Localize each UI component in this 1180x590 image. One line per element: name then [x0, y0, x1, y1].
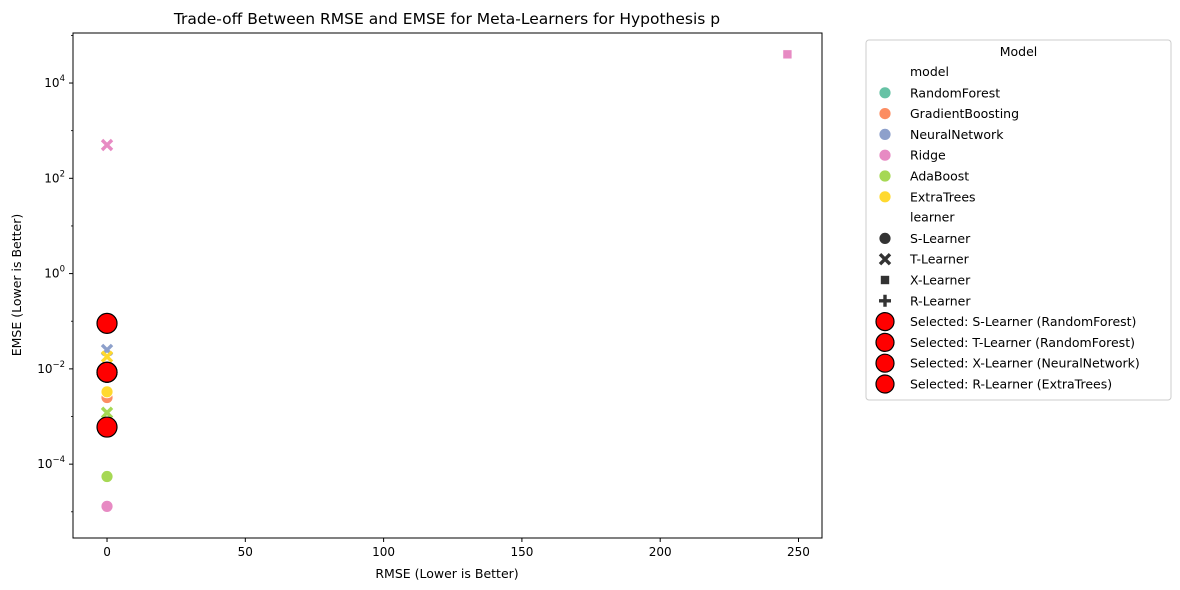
legend-model-label: AdaBoost [910, 169, 969, 184]
legend-model-marker [878, 86, 892, 100]
y-tick-base: 10 [37, 362, 52, 376]
legend-title: Model [1000, 44, 1038, 59]
legend-learner-label: X-Learner [910, 273, 971, 288]
legend: Model model RandomForest GradientBoosting Ne… [865, 39, 1172, 401]
y-tick-base: 10 [44, 171, 59, 185]
y-tick-label: 10−4 [37, 455, 65, 471]
y-tick-base: 10 [44, 76, 59, 90]
legend-box [865, 39, 1172, 401]
y-tick-label: 102 [44, 169, 65, 185]
legend-model-marker [878, 169, 892, 183]
x-tick-label: 50 [238, 545, 253, 559]
legend-model-label: Ridge [910, 148, 946, 163]
legend-selected-marker [875, 374, 895, 394]
x-tick-label: 200 [649, 545, 672, 559]
y-tick-exponent: 4 [60, 74, 65, 84]
y-tick-base: 10 [37, 457, 52, 471]
y-tick-label: 104 [44, 74, 65, 90]
x-tick-label: 0 [103, 545, 111, 559]
y-tick-label: 100 [44, 265, 65, 281]
selected-point [96, 416, 118, 438]
legend-selected-label: Selected: S-Learner (RandomForest) [910, 314, 1136, 329]
legend-learner-marker [878, 252, 892, 266]
legend-learner-label: T-Learner [909, 252, 970, 267]
legend-model-marker [878, 148, 892, 162]
selected-point [96, 361, 118, 383]
data-point [100, 499, 114, 513]
legend-selected-label: Selected: X-Learner (NeuralNetwork) [910, 356, 1140, 371]
y-tick-exponent: 0 [60, 265, 65, 275]
legend-learner-label: R-Learner [910, 293, 971, 308]
legend-selected-marker [875, 312, 895, 332]
legend-selected-marker [875, 332, 895, 352]
legend-learner-label: S-Learner [910, 231, 971, 246]
x-tick-label: 150 [510, 545, 533, 559]
legend-learner-marker [880, 275, 890, 285]
legend-model-marker [878, 190, 892, 204]
data-point [782, 49, 793, 60]
legend-model-label: RandomForest [910, 85, 1000, 100]
data-point [100, 385, 114, 399]
plot-frame [72, 32, 823, 539]
chart-title: Trade-off Between RMSE and EMSE for Meta… [173, 10, 720, 28]
legend-learner-marker [878, 231, 892, 245]
legend-model-header: model [910, 64, 949, 79]
legend-model-marker [878, 127, 892, 141]
y-tick-exponent: −4 [52, 455, 65, 465]
legend-model-label: NeuralNetwork [910, 127, 1004, 142]
legend-selected-label: Selected: R-Learner (ExtraTrees) [910, 377, 1112, 392]
legend-learner-header: learner [910, 210, 955, 225]
data-point [100, 470, 114, 483]
data-point [100, 350, 114, 363]
selected-point [96, 312, 118, 335]
legend-model-label: GradientBoosting [910, 106, 1019, 121]
y-tick-exponent: −2 [52, 360, 65, 370]
x-tick-label: 100 [372, 545, 395, 559]
legend-selected-label: Selected: T-Learner (RandomForest) [910, 335, 1135, 350]
y-axis-label: EMSE (Lower is Better) [9, 214, 24, 357]
y-tick-base: 10 [44, 267, 59, 281]
data-point [100, 406, 114, 419]
x-tick-label: 250 [787, 545, 810, 559]
legend-learner-marker [879, 294, 891, 307]
data-point [100, 138, 114, 152]
legend-model-label: ExtraTrees [910, 189, 976, 204]
x-axis-label: RMSE (Lower is Better) [375, 566, 518, 581]
y-tick-label: 10−2 [37, 360, 65, 376]
legend-selected-marker [875, 353, 895, 373]
legend-model-marker [878, 107, 892, 120]
y-tick-exponent: 2 [60, 169, 65, 179]
